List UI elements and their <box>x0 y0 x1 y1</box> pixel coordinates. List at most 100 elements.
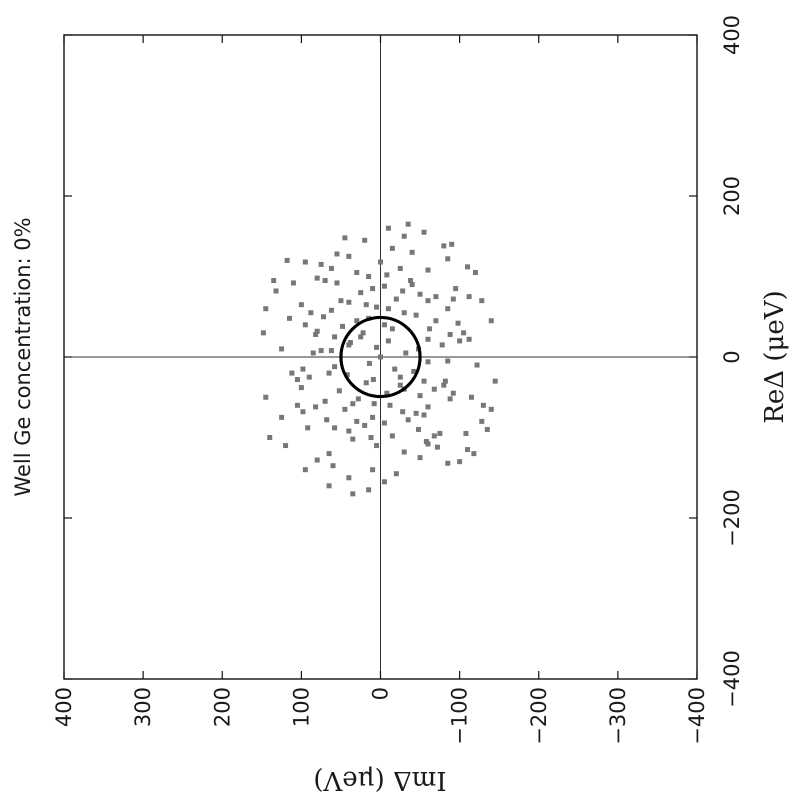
data-point <box>455 320 461 326</box>
data-point <box>479 298 485 304</box>
data-point <box>484 426 490 432</box>
data-point <box>441 382 447 388</box>
data-point <box>442 378 448 384</box>
data-point <box>366 487 372 493</box>
data-point <box>492 378 498 384</box>
data-point <box>389 326 395 332</box>
data-point <box>392 366 398 372</box>
data-point <box>445 358 451 364</box>
data-point <box>488 406 494 412</box>
data-point <box>289 370 295 376</box>
data-point <box>445 460 451 466</box>
data-point <box>267 435 273 440</box>
data-point <box>434 444 440 450</box>
data-point <box>350 401 356 407</box>
data-point <box>421 229 427 235</box>
y-axis-label: ImΔ (μeV) <box>313 765 446 795</box>
data-point <box>397 374 403 380</box>
y-tick-label: 400 <box>52 687 76 727</box>
data-point <box>318 261 324 267</box>
data-point <box>425 267 431 273</box>
data-point <box>370 377 376 383</box>
data-point <box>290 280 296 286</box>
y-tick-label: 200 <box>210 687 234 727</box>
data-point <box>466 294 472 300</box>
data-point <box>415 426 421 432</box>
data-point <box>433 294 439 300</box>
data-point <box>302 322 308 328</box>
data-point <box>326 483 332 489</box>
data-point <box>370 467 376 473</box>
data-point <box>322 398 328 404</box>
data-point <box>466 336 472 342</box>
data-point <box>439 342 445 348</box>
data-point <box>437 430 443 436</box>
data-point <box>425 336 431 342</box>
data-point <box>346 253 352 259</box>
data-point <box>425 359 431 365</box>
data-point <box>447 331 453 337</box>
data-point <box>431 386 437 392</box>
data-point <box>401 310 407 316</box>
data-point <box>472 269 478 275</box>
data-point <box>362 422 368 428</box>
data-point <box>374 344 380 350</box>
y-tick-label: −200 <box>527 687 551 745</box>
y-tick-label: 100 <box>289 687 313 727</box>
data-point <box>358 290 364 296</box>
data-point <box>355 396 361 402</box>
data-point <box>431 433 437 439</box>
data-point <box>474 362 480 368</box>
data-point <box>300 409 306 415</box>
data-point <box>445 256 451 262</box>
y-tick-label: −300 <box>606 687 630 745</box>
data-point <box>393 296 399 302</box>
data-point <box>374 443 380 449</box>
data-point <box>330 463 336 469</box>
data-point <box>308 310 314 316</box>
data-point <box>457 459 463 465</box>
data-point <box>279 414 285 420</box>
x-tick-label: −400 <box>720 650 744 708</box>
data-point <box>328 265 334 271</box>
data-point <box>321 314 327 320</box>
data-point <box>371 401 377 407</box>
data-point <box>447 396 453 402</box>
data-point <box>381 420 387 426</box>
data-point <box>314 275 320 281</box>
data-point <box>279 346 285 352</box>
data-point <box>461 330 467 336</box>
data-point <box>346 428 352 434</box>
reference-circle-group <box>339 315 422 399</box>
data-point <box>479 418 485 424</box>
data-point <box>393 471 399 477</box>
data-point <box>354 418 360 424</box>
x-tick-label: 0 <box>720 350 744 363</box>
data-point <box>441 243 447 249</box>
data-point <box>366 360 372 366</box>
data-point <box>370 286 376 292</box>
data-point <box>381 479 387 485</box>
data-point <box>287 315 293 321</box>
data-point <box>384 390 390 396</box>
data-point <box>363 380 369 386</box>
data-point <box>336 388 342 394</box>
data-point <box>381 322 387 328</box>
data-point <box>405 417 411 423</box>
data-point <box>328 307 334 313</box>
data-point <box>409 249 415 255</box>
data-point <box>366 274 372 279</box>
data-point <box>378 259 383 265</box>
data-point <box>471 451 477 457</box>
data-point <box>298 385 304 391</box>
data-point <box>332 334 338 340</box>
data-point <box>480 402 486 408</box>
data-point <box>263 306 269 312</box>
y-tick-label: −100 <box>448 687 472 745</box>
data-point <box>425 404 431 410</box>
data-point <box>342 406 348 412</box>
data-point <box>294 402 300 408</box>
y-axis-ticks: 400 300 200 100 0 −100 −200 −300 −400 <box>52 35 709 745</box>
data-point <box>298 302 304 308</box>
y-tick-label: −400 <box>685 687 709 745</box>
